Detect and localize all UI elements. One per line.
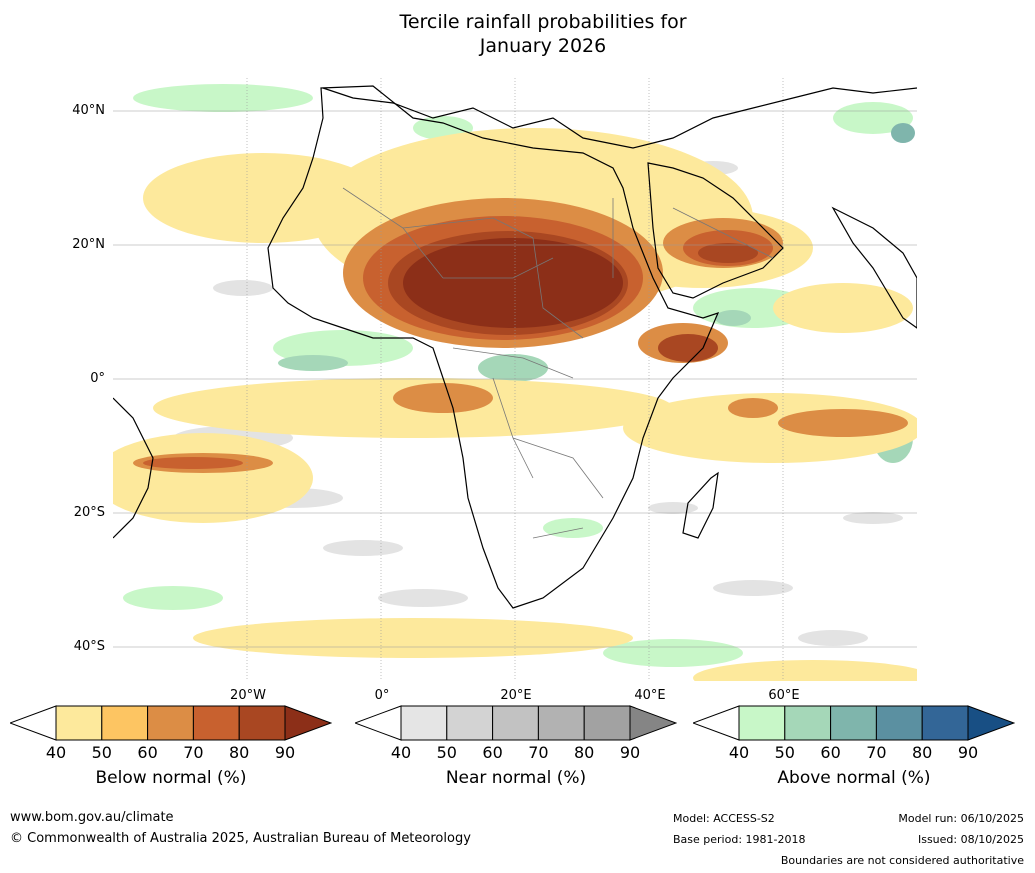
colorbar-above-segment: [738, 705, 786, 741]
colorbar-near-label: Near normal (%): [445, 768, 587, 788]
lon-label-20e: 20°E: [500, 688, 532, 703]
colorbar-near-segment: [583, 705, 631, 741]
colorbar-above-segment: [875, 705, 923, 741]
colorbar-tick-label: 40: [728, 743, 750, 762]
colorbar-tick-label: 50: [91, 743, 112, 762]
colorbar-tick-label: 80: [574, 743, 595, 762]
lat-label-20n: 20°N: [72, 237, 105, 252]
map-title-line-1: Tercile rainfall probabilities for: [399, 11, 687, 33]
colorbar-tick-label: 50: [774, 743, 795, 762]
map-svg: [113, 78, 917, 681]
graticule: [113, 78, 917, 681]
colorbar-near-segment: [446, 705, 494, 741]
colorbar-tick-label: 40: [45, 743, 67, 762]
colorbar-near-normal: [355, 705, 677, 741]
europe-coastline: [322, 87, 917, 149]
footer-model: Model: ACCESS-S2: [673, 812, 775, 825]
below-normal-field: [113, 128, 917, 681]
colorbar-below-normal: [10, 705, 332, 741]
colorbar-tick-label: 80: [912, 743, 933, 762]
colorbar-tick-label: 70: [866, 743, 887, 762]
colorbar-above-segment: [784, 705, 832, 741]
colorbar-above-label: Above normal (%): [777, 768, 931, 788]
lat-label-40n: 40°N: [72, 103, 105, 118]
footer-base-period: Base period: 1981-2018: [673, 833, 806, 846]
colorbar-below-segment: [147, 705, 194, 741]
lat-label-0: 0°: [90, 371, 105, 386]
colorbar-near-low-arrow: [355, 705, 402, 741]
colorbar-above-high-arrow: [967, 705, 1015, 741]
colorbar-near-segment: [400, 705, 448, 741]
colorbar-below-low-arrow: [10, 705, 57, 741]
colorbar-above-segment: [921, 705, 969, 741]
india-coastline: [831, 206, 917, 329]
colorbar-tick-label: 90: [274, 743, 296, 762]
colorbar-tick-label: 50: [436, 743, 457, 762]
colorbar-below-segments: [55, 705, 286, 741]
colorbar-near-segment: [492, 705, 539, 741]
country-borders: [342, 187, 774, 539]
lon-label-20w: 20°W: [230, 688, 266, 703]
colorbar-above-low-arrow: [693, 705, 740, 741]
colorbar-tick-label: 80: [229, 743, 250, 762]
colorbar-below-high-arrow: [284, 705, 332, 741]
footer-model-run: Model run: 06/10/2025: [898, 812, 1024, 825]
colorbar-tick-label: 70: [183, 743, 204, 762]
colorbar-tick-label: 90: [957, 743, 979, 762]
colorbar-tick-label: 90: [619, 743, 641, 762]
colorbar-above-segments: [738, 705, 969, 741]
probability-map: [113, 78, 917, 681]
colorbar-above-normal: [693, 705, 1015, 741]
lon-label-40e: 40°E: [634, 688, 666, 703]
madagascar-coastline: [682, 471, 719, 539]
footer-disclaimer: Boundaries are not considered authoritat…: [780, 854, 1024, 867]
colorbar-near-high-arrow: [629, 705, 677, 741]
colorbar-below-label: Below normal (%): [95, 768, 247, 788]
arabia-coastline: [647, 162, 784, 299]
lat-label-20s: 20°S: [73, 505, 105, 520]
colorbar-below-segment: [101, 705, 149, 741]
colorbar-below-segment: [238, 705, 286, 741]
lon-label-0: 0°: [374, 688, 390, 703]
footer-website: www.bom.gov.au/climate: [10, 810, 174, 825]
south-america-coastline: [113, 397, 154, 539]
colorbar-below-segment: [55, 705, 103, 741]
colorbar-near-segments: [400, 705, 631, 741]
map-title-line-2: January 2026: [479, 35, 607, 57]
colorbar-tick-label: 60: [820, 743, 841, 762]
africa-coastline: [267, 85, 720, 609]
colorbar-above-segment: [830, 705, 877, 741]
lon-label-60e: 60°E: [768, 688, 800, 703]
footer-copyright: © Commonwealth of Australia 2025, Austra…: [10, 831, 471, 846]
colorbar-tick-label: 60: [137, 743, 158, 762]
colorbar-tick-label: 70: [528, 743, 549, 762]
colorbar-near-segment: [537, 705, 585, 741]
colorbar-tick-label: 60: [482, 743, 503, 762]
colorbar-below-segment: [192, 705, 240, 741]
footer-issued: Issued: 08/10/2025: [917, 833, 1024, 846]
lat-label-40s: 40°S: [73, 639, 105, 654]
colorbar-tick-label: 40: [390, 743, 412, 762]
